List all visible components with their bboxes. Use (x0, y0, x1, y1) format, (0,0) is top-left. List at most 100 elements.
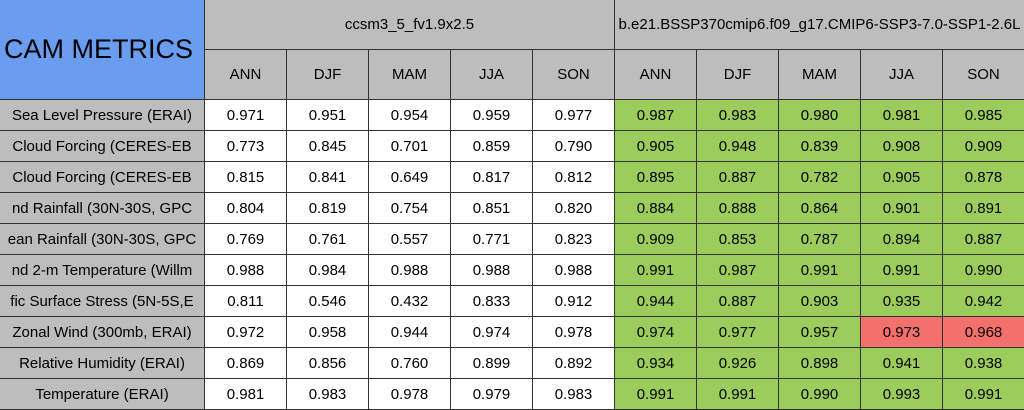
metric-value: 0.769 (205, 224, 287, 255)
metric-value: 0.903 (779, 286, 861, 317)
metric-value: 0.804 (205, 193, 287, 224)
row-label: nd Rainfall (30N-30S, GPC (0, 193, 205, 224)
group-header: ccsm3_5_fv1.9x2.5 (205, 0, 615, 50)
metric-value: 0.856 (287, 348, 369, 379)
row-label: nd 2-m Temperature (Willm (0, 255, 205, 286)
metric-value: 0.773 (205, 131, 287, 162)
metric-value: 0.941 (861, 348, 943, 379)
metric-value: 0.909 (615, 224, 697, 255)
metric-value: 0.557 (369, 224, 451, 255)
metric-value: 0.944 (369, 317, 451, 348)
metric-value: 0.983 (287, 379, 369, 410)
metric-value: 0.790 (533, 131, 615, 162)
metric-value: 0.823 (533, 224, 615, 255)
metric-value: 0.892 (533, 348, 615, 379)
row-label: Zonal Wind (300mb, ERAI) (0, 317, 205, 348)
metric-value: 0.859 (451, 131, 533, 162)
metric-value: 0.954 (369, 100, 451, 131)
metric-value: 0.884 (615, 193, 697, 224)
metric-value: 0.815 (205, 162, 287, 193)
metric-value: 0.983 (533, 379, 615, 410)
metric-value: 0.978 (533, 317, 615, 348)
metric-value: 0.782 (779, 162, 861, 193)
column-header: MAM (779, 50, 861, 100)
metric-value: 0.981 (861, 100, 943, 131)
metric-value: 0.987 (697, 255, 779, 286)
metric-value: 0.988 (205, 255, 287, 286)
metric-value: 0.771 (451, 224, 533, 255)
metric-value: 0.991 (697, 379, 779, 410)
metric-value: 0.887 (697, 286, 779, 317)
column-header: JJA (451, 50, 533, 100)
group-header: b.e21.BSSP370cmip6.f09_g17.CMIP6-SSP3-7.… (615, 0, 1024, 50)
metric-value: 0.985 (943, 100, 1024, 131)
metric-value: 0.971 (205, 100, 287, 131)
metric-value: 0.899 (451, 348, 533, 379)
metric-value: 0.888 (697, 193, 779, 224)
column-header: MAM (369, 50, 451, 100)
row-label: Sea Level Pressure (ERAI) (0, 100, 205, 131)
metric-value: 0.987 (615, 100, 697, 131)
metric-value: 0.988 (533, 255, 615, 286)
column-header: ANN (615, 50, 697, 100)
metric-value: 0.898 (779, 348, 861, 379)
metric-value: 0.905 (861, 162, 943, 193)
metric-value: 0.977 (697, 317, 779, 348)
metric-value: 0.990 (779, 379, 861, 410)
metric-value: 0.878 (943, 162, 1024, 193)
metric-value: 0.934 (615, 348, 697, 379)
column-header: SON (533, 50, 615, 100)
row-label: Temperature (ERAI) (0, 379, 205, 410)
metric-value: 0.833 (451, 286, 533, 317)
metric-value: 0.980 (779, 100, 861, 131)
metric-value: 0.817 (451, 162, 533, 193)
metric-value: 0.895 (615, 162, 697, 193)
metric-value: 0.787 (779, 224, 861, 255)
metric-value: 0.935 (861, 286, 943, 317)
row-label: fic Surface Stress (5N-5S,E (0, 286, 205, 317)
metric-value: 0.990 (943, 255, 1024, 286)
metric-value: 0.973 (861, 317, 943, 348)
metric-value: 0.974 (615, 317, 697, 348)
metric-value: 0.991 (615, 255, 697, 286)
metric-value: 0.991 (943, 379, 1024, 410)
metric-value: 0.649 (369, 162, 451, 193)
metric-value: 0.977 (533, 100, 615, 131)
row-label: ean Rainfall (30N-30S, GPC (0, 224, 205, 255)
metric-value: 0.819 (287, 193, 369, 224)
metric-value: 0.978 (369, 379, 451, 410)
metric-value: 0.984 (287, 255, 369, 286)
metric-value: 0.942 (943, 286, 1024, 317)
metric-value: 0.926 (697, 348, 779, 379)
metric-value: 0.957 (779, 317, 861, 348)
metric-value: 0.972 (205, 317, 287, 348)
metric-value: 0.894 (861, 224, 943, 255)
metric-value: 0.968 (943, 317, 1024, 348)
metric-value: 0.988 (369, 255, 451, 286)
metric-value: 0.887 (697, 162, 779, 193)
metric-value: 0.944 (615, 286, 697, 317)
metric-value: 0.760 (369, 348, 451, 379)
metric-value: 0.974 (451, 317, 533, 348)
metric-value: 0.839 (779, 131, 861, 162)
metric-value: 0.993 (861, 379, 943, 410)
metric-value: 0.983 (697, 100, 779, 131)
metric-value: 0.432 (369, 286, 451, 317)
metric-value: 0.912 (533, 286, 615, 317)
metric-value: 0.853 (697, 224, 779, 255)
metric-value: 0.959 (451, 100, 533, 131)
metric-value: 0.845 (287, 131, 369, 162)
metric-value: 0.938 (943, 348, 1024, 379)
metric-value: 0.988 (451, 255, 533, 286)
column-header: DJF (287, 50, 369, 100)
metric-value: 0.958 (287, 317, 369, 348)
row-label: Cloud Forcing (CERES-EB (0, 131, 205, 162)
metric-value: 0.991 (615, 379, 697, 410)
metric-value: 0.991 (861, 255, 943, 286)
metric-value: 0.812 (533, 162, 615, 193)
metric-value: 0.820 (533, 193, 615, 224)
metric-value: 0.951 (287, 100, 369, 131)
metric-value: 0.979 (451, 379, 533, 410)
metric-value: 0.908 (861, 131, 943, 162)
